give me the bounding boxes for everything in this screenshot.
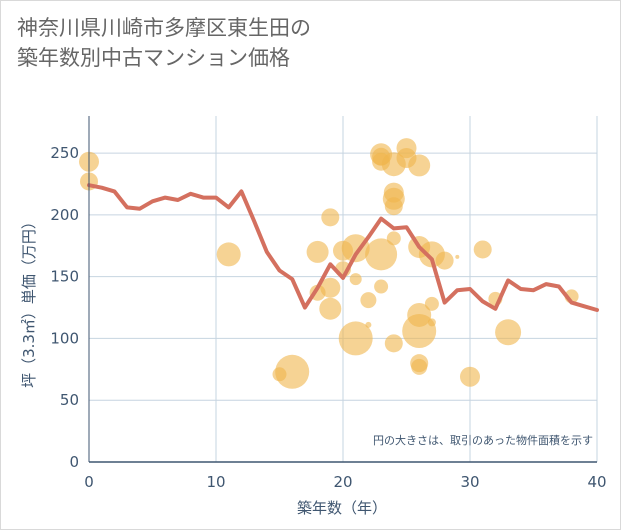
data-bubble	[320, 277, 341, 298]
axes: 0 10 20 30 40 0 50 100 150 200 250	[50, 116, 607, 491]
data-bubble	[495, 319, 522, 346]
data-bubble	[460, 366, 480, 387]
data-bubble	[341, 234, 370, 263]
x-tick-label: 20	[333, 473, 352, 491]
y-tick-label: 200	[50, 206, 79, 224]
data-bubble	[435, 251, 454, 270]
y-tick-label: 150	[50, 268, 79, 286]
data-bubble	[365, 238, 398, 271]
y-tick-label: 250	[50, 144, 79, 162]
chart-title-line-2: 築年数別中古マンション価格	[17, 46, 290, 70]
x-axis-label: 築年数（年）	[297, 499, 387, 517]
data-bubble	[349, 273, 362, 286]
y-axis-label: 坪（3.3㎡）単価（万円）	[20, 214, 38, 388]
data-bubble	[306, 240, 329, 263]
y-tick-label: 0	[69, 453, 79, 471]
data-bubble	[386, 231, 401, 246]
data-bubble	[411, 358, 428, 375]
x-tick-label: 0	[84, 473, 94, 491]
data-bubble	[402, 314, 437, 349]
data-bubble	[424, 296, 439, 311]
line-layer	[87, 183, 599, 312]
chart-title: 神奈川県川崎市多摩区東生田の 築年数別中古マンション価格	[17, 13, 437, 73]
data-bubble	[360, 292, 377, 309]
data-bubble	[216, 242, 241, 267]
data-bubble	[455, 254, 460, 259]
x-tick-label: 40	[587, 473, 606, 491]
data-bubble	[384, 197, 403, 216]
data-bubble	[275, 354, 310, 389]
x-tick-label: 30	[460, 473, 479, 491]
data-bubble	[321, 208, 340, 227]
size-legend-note: 円の大きさは、取引のあった物件面積を示す	[373, 433, 593, 447]
y-tick-label: 100	[50, 329, 79, 347]
bubble-layer	[79, 138, 579, 389]
data-bubble	[338, 321, 373, 356]
data-bubble	[408, 154, 431, 177]
data-bubble	[365, 321, 372, 328]
data-bubble	[374, 279, 389, 294]
data-bubble	[473, 240, 492, 259]
chart-title-line-1: 神奈川県川崎市多摩区東生田の	[17, 16, 311, 40]
data-bubble	[384, 334, 403, 353]
x-tick-label: 10	[206, 473, 225, 491]
data-bubble	[319, 297, 342, 320]
average-price-line	[87, 183, 599, 312]
data-bubble	[427, 318, 436, 327]
y-tick-label: 50	[60, 391, 79, 409]
